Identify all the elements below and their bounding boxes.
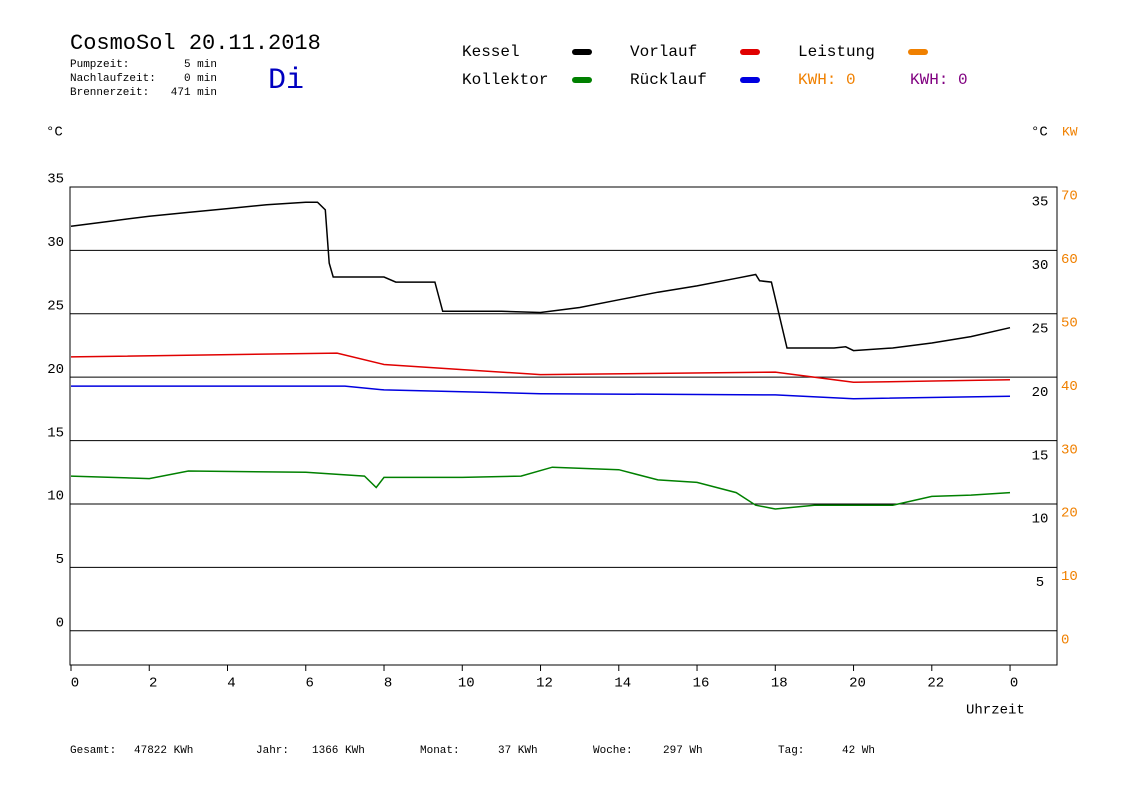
y-right-tick-label: 35: [1032, 195, 1049, 211]
plot-frame: [69, 186, 1058, 666]
x-tick-label: 20: [849, 676, 866, 692]
series-line: [71, 385, 1011, 400]
y-tick-label: 35: [47, 172, 64, 188]
series-line: [70, 201, 1011, 352]
footer-label: Monat:: [420, 745, 460, 757]
legend-label: Kollektor: [462, 71, 548, 89]
x-tick-label: 18: [771, 676, 788, 692]
y-right-tick-label: 5: [1036, 575, 1044, 591]
y2-tick-label: 10: [1061, 569, 1078, 585]
y-tick-label: 0: [56, 615, 64, 631]
y2-tick-label: 30: [1061, 442, 1078, 458]
x-tick-label: 22: [927, 676, 944, 692]
kwh-label: KWH: 0: [910, 71, 968, 89]
y2-tick-label: 40: [1061, 379, 1078, 395]
x-tick-label: 12: [536, 676, 553, 692]
footer-value: 42 Wh: [842, 745, 875, 757]
x-tick-label: 2: [149, 676, 157, 692]
legend-label: Kessel: [462, 43, 520, 61]
x-tick-label: 14: [614, 676, 631, 692]
y2-tick-label: 20: [1061, 506, 1078, 522]
footer-label: Tag:: [778, 745, 804, 757]
y-tick-label: 25: [47, 298, 64, 314]
legend-label: Rücklauf: [630, 71, 707, 89]
footer-value: 297 Wh: [663, 745, 703, 757]
y2-unit-c: °C: [1031, 125, 1048, 141]
x-tick-label: 16: [693, 676, 710, 692]
y-unit: °C: [46, 125, 63, 141]
legend-label: Leistung: [798, 43, 875, 61]
y-tick-label: 10: [47, 489, 64, 505]
footer-value: 37 KWh: [498, 745, 538, 757]
legend-swatch: [572, 77, 592, 83]
footer-label: Jahr:: [256, 745, 289, 757]
y-right-tick-label: 10: [1032, 512, 1049, 528]
x-tick-label: 8: [384, 676, 392, 692]
y-tick-label: 15: [47, 425, 64, 441]
kwh-label: KWH: 0: [798, 71, 856, 89]
footer-value: 47822 KWh: [134, 745, 193, 757]
series-line: [70, 466, 1011, 510]
chart-title: CosmoSol 20.11.2018: [70, 31, 321, 56]
legend-swatch: [740, 77, 760, 83]
x-tick-label: 0: [71, 676, 79, 692]
x-tick-label: 6: [306, 676, 314, 692]
y-tick-label: 30: [47, 235, 64, 251]
series-line: [70, 352, 1011, 384]
legend-swatch: [908, 49, 928, 55]
footer-value: 1366 KWh: [312, 745, 365, 757]
legend-label: Vorlauf: [630, 43, 697, 61]
stat-value: 0 min: [184, 73, 217, 85]
footer-label: Woche:: [593, 745, 633, 757]
x-axis-label: Uhrzeit: [966, 703, 1025, 719]
y2-tick-label: 60: [1061, 252, 1078, 268]
x-tick-label: 4: [227, 676, 235, 692]
y2-tick-label: 0: [1061, 632, 1069, 648]
y-right-tick-label: 30: [1032, 258, 1049, 274]
stat-value: 5 min: [184, 59, 217, 71]
y-tick-label: 20: [47, 362, 64, 378]
stat-label: Brennerzeit:: [70, 87, 149, 99]
x-tick-label: 0: [1010, 676, 1018, 692]
stat-label: Pumpzeit:: [70, 59, 129, 71]
stat-label: Nachlaufzeit:: [70, 73, 156, 85]
y2-tick-label: 70: [1061, 189, 1078, 205]
y2-unit: KW: [1062, 124, 1078, 139]
y2-tick-label: 50: [1061, 315, 1078, 331]
y-tick-label: 5: [56, 552, 64, 568]
y-right-tick-label: 20: [1032, 385, 1049, 401]
y-right-tick-label: 25: [1032, 321, 1049, 337]
weekday: Di: [268, 64, 304, 98]
legend-swatch: [572, 49, 592, 55]
footer-label: Gesamt:: [70, 745, 116, 757]
y-right-tick-label: 15: [1032, 448, 1049, 464]
stat-value: 471 min: [171, 87, 217, 99]
legend-swatch: [740, 49, 760, 55]
x-tick-label: 10: [458, 676, 475, 692]
